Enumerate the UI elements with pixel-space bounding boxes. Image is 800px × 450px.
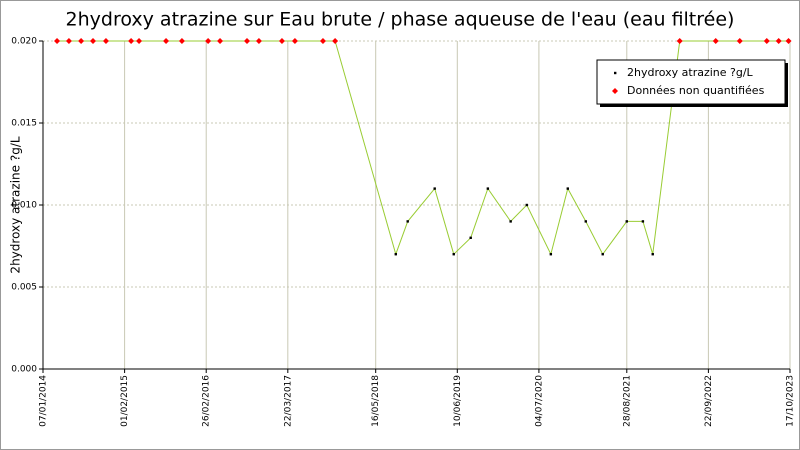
- non-quantified-point: [785, 38, 792, 44]
- x-tick-label: 22/09/2022: [704, 375, 714, 427]
- non-quantified-point: [332, 38, 339, 44]
- legend-label: Données non quantifiées: [627, 84, 765, 97]
- non-quantified-point: [278, 38, 285, 44]
- legend-box: [596, 59, 786, 105]
- non-quantified-point: [217, 38, 224, 44]
- data-point: [566, 187, 569, 190]
- non-quantified-point: [78, 38, 85, 44]
- data-point: [452, 253, 455, 256]
- non-quantified-point: [205, 38, 212, 44]
- non-quantified-point: [128, 38, 135, 44]
- x-tick-label: 01/02/2015: [120, 375, 130, 427]
- x-tick-label: 04/07/2020: [534, 375, 544, 427]
- data-point: [641, 220, 645, 223]
- y-tick-label: 0.000: [11, 365, 37, 375]
- non-quantified-point: [319, 38, 326, 44]
- x-tick-label: 22/03/2017: [283, 375, 293, 427]
- non-quantified-point: [763, 38, 770, 44]
- legend-label: 2hydroxy atrazine ?g/L: [627, 66, 754, 79]
- legend-marker: [612, 88, 618, 94]
- non-quantified-point: [676, 38, 683, 44]
- y-axis-label: 2hydroxy atrazine ?g/L: [9, 136, 23, 273]
- non-quantified-point: [102, 38, 109, 44]
- non-quantified-point: [90, 38, 97, 44]
- data-point: [433, 187, 436, 190]
- data-point: [651, 253, 654, 256]
- x-tick-label: 17/10/2023: [786, 375, 796, 427]
- non-quantified-point: [291, 38, 298, 44]
- non-quantified-point: [255, 38, 262, 44]
- non-quantified-point: [775, 38, 782, 44]
- x-tick-label: 10/06/2019: [453, 375, 463, 427]
- data-point: [625, 220, 628, 223]
- x-tick-label: 28/08/2021: [622, 375, 632, 427]
- y-tick-label: 0.020: [11, 37, 37, 47]
- data-point: [394, 253, 397, 256]
- data-point: [584, 220, 587, 223]
- non-quantified-point: [178, 38, 185, 44]
- x-tick-label: 07/01/2014: [39, 375, 49, 427]
- y-tick-label: 0.005: [11, 283, 37, 293]
- y-tick-label: 0.015: [11, 119, 37, 129]
- non-quantified-point: [244, 38, 251, 44]
- data-point: [486, 187, 490, 190]
- non-quantified-point: [136, 38, 143, 44]
- legend-marker: [614, 71, 617, 75]
- data-point: [406, 220, 409, 223]
- x-tick-label: 16/05/2018: [371, 375, 381, 427]
- non-quantified-point: [54, 38, 61, 44]
- non-quantified-point: [65, 38, 72, 44]
- y-tick-label: 0.010: [11, 201, 37, 211]
- data-point: [509, 220, 512, 223]
- chart-title: 2hydroxy atrazine sur Eau brute / phase …: [66, 9, 735, 31]
- data-point: [525, 203, 528, 207]
- data-point: [601, 253, 604, 256]
- non-quantified-point: [163, 38, 170, 44]
- x-tick-label: 26/02/2016: [202, 375, 212, 427]
- non-quantified-point: [712, 38, 719, 44]
- data-point: [549, 253, 553, 256]
- data-point: [469, 236, 472, 239]
- non-quantified-point: [736, 38, 743, 44]
- series-line: [57, 40, 789, 256]
